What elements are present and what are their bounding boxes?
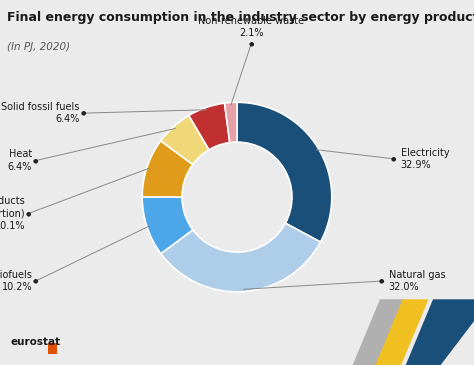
Wedge shape	[142, 197, 193, 254]
Text: ●: ●	[33, 158, 38, 163]
Wedge shape	[189, 103, 230, 150]
Text: ●: ●	[248, 41, 254, 46]
Wedge shape	[142, 141, 193, 197]
Text: (In PJ, 2020): (In PJ, 2020)	[7, 42, 70, 52]
Text: Heat
6.4%: Heat 6.4%	[8, 149, 32, 172]
Text: ●: ●	[391, 156, 396, 161]
Text: ●: ●	[80, 111, 86, 116]
Text: eurostat: eurostat	[10, 337, 61, 347]
Text: ●: ●	[379, 278, 384, 284]
Text: Oil and petroleum products
(excl. biofuel portion)
10.1%: Oil and petroleum products (excl. biofue…	[0, 196, 25, 231]
Polygon shape	[375, 299, 428, 365]
Text: ●: ●	[26, 211, 31, 216]
Text: Natural gas
32.0%: Natural gas 32.0%	[389, 270, 445, 292]
Wedge shape	[161, 223, 320, 292]
Text: Non-renewable waste
2.1%: Non-renewable waste 2.1%	[198, 16, 304, 38]
Text: Final energy consumption in the industry sector by energy product, EU: Final energy consumption in the industry…	[7, 11, 474, 24]
Wedge shape	[237, 102, 332, 242]
Text: Solid fossil fuels
6.4%: Solid fossil fuels 6.4%	[1, 102, 80, 124]
Text: ●: ●	[33, 278, 38, 284]
Wedge shape	[225, 102, 237, 143]
Text: Electricity
32.9%: Electricity 32.9%	[401, 147, 449, 170]
Polygon shape	[353, 299, 406, 365]
Polygon shape	[406, 299, 474, 365]
Wedge shape	[161, 115, 209, 165]
Text: Renewables and biofuels
10.2%: Renewables and biofuels 10.2%	[0, 270, 32, 292]
